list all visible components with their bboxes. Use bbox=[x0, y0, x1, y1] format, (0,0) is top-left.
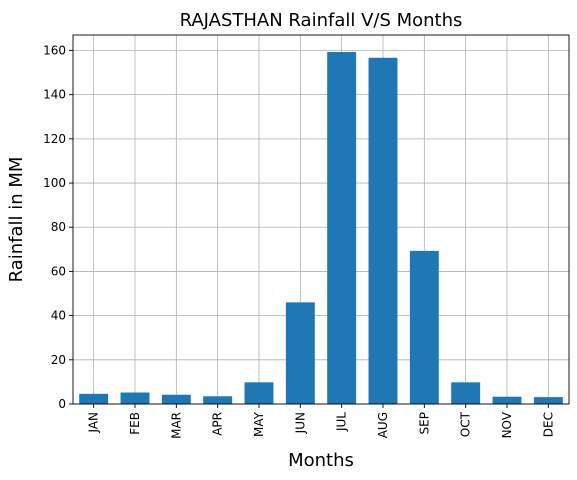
bar-jan bbox=[79, 393, 109, 404]
x-tick-label: NOV bbox=[500, 411, 514, 438]
x-tick-label: FEB bbox=[128, 412, 142, 435]
bar-nov bbox=[492, 396, 522, 404]
y-tick-label: 20 bbox=[51, 353, 66, 367]
x-tick-label: DEC bbox=[541, 412, 555, 437]
y-tick-label: 100 bbox=[43, 176, 66, 190]
y-tick-label: 40 bbox=[51, 309, 66, 323]
y-grid-lines bbox=[73, 50, 569, 405]
y-tick-label: 140 bbox=[43, 88, 66, 102]
x-grid-lines bbox=[93, 35, 549, 404]
bar-jun bbox=[285, 302, 315, 404]
x-tick-label: MAY bbox=[252, 411, 266, 437]
y-tick-label: 120 bbox=[43, 132, 66, 146]
chart-title: RAJASTHAN Rainfall V/S Months bbox=[180, 10, 463, 31]
x-tick-label: JAN bbox=[87, 412, 101, 434]
bar-dec bbox=[533, 397, 563, 404]
bar-aug bbox=[368, 57, 398, 405]
y-axis-ticks: 0 20 40 60 80 100 120 140 160 bbox=[43, 43, 73, 411]
x-axis-ticks: JAN FEB MAR APR MAY JUN JUL AUG SEP OCT NOV DEC bbox=[87, 404, 555, 439]
x-axis-label: Months bbox=[288, 450, 354, 471]
x-tick-label: OCT bbox=[459, 411, 473, 437]
y-tick-label: 80 bbox=[51, 220, 66, 234]
x-tick-label: MAR bbox=[169, 412, 183, 439]
bar-may bbox=[244, 382, 274, 404]
x-tick-label: APR bbox=[211, 412, 225, 436]
y-tick-label: 60 bbox=[51, 264, 66, 278]
bar-jul bbox=[327, 52, 357, 405]
bar-mar bbox=[161, 394, 191, 404]
bar-sep bbox=[409, 250, 439, 404]
x-tick-label: AUG bbox=[376, 412, 390, 438]
x-tick-label: SEP bbox=[417, 412, 431, 434]
bars bbox=[79, 52, 563, 405]
bar-feb bbox=[120, 392, 150, 404]
y-tick-label: 160 bbox=[43, 43, 66, 57]
plot-frame bbox=[72, 34, 570, 405]
y-tick-label: 0 bbox=[58, 397, 66, 411]
bar-apr bbox=[203, 396, 233, 404]
y-axis-label: Rainfall in MM bbox=[6, 157, 27, 283]
bar-oct bbox=[451, 382, 481, 404]
x-tick-label: JUN bbox=[293, 412, 307, 434]
x-tick-label: JUL bbox=[335, 412, 349, 432]
